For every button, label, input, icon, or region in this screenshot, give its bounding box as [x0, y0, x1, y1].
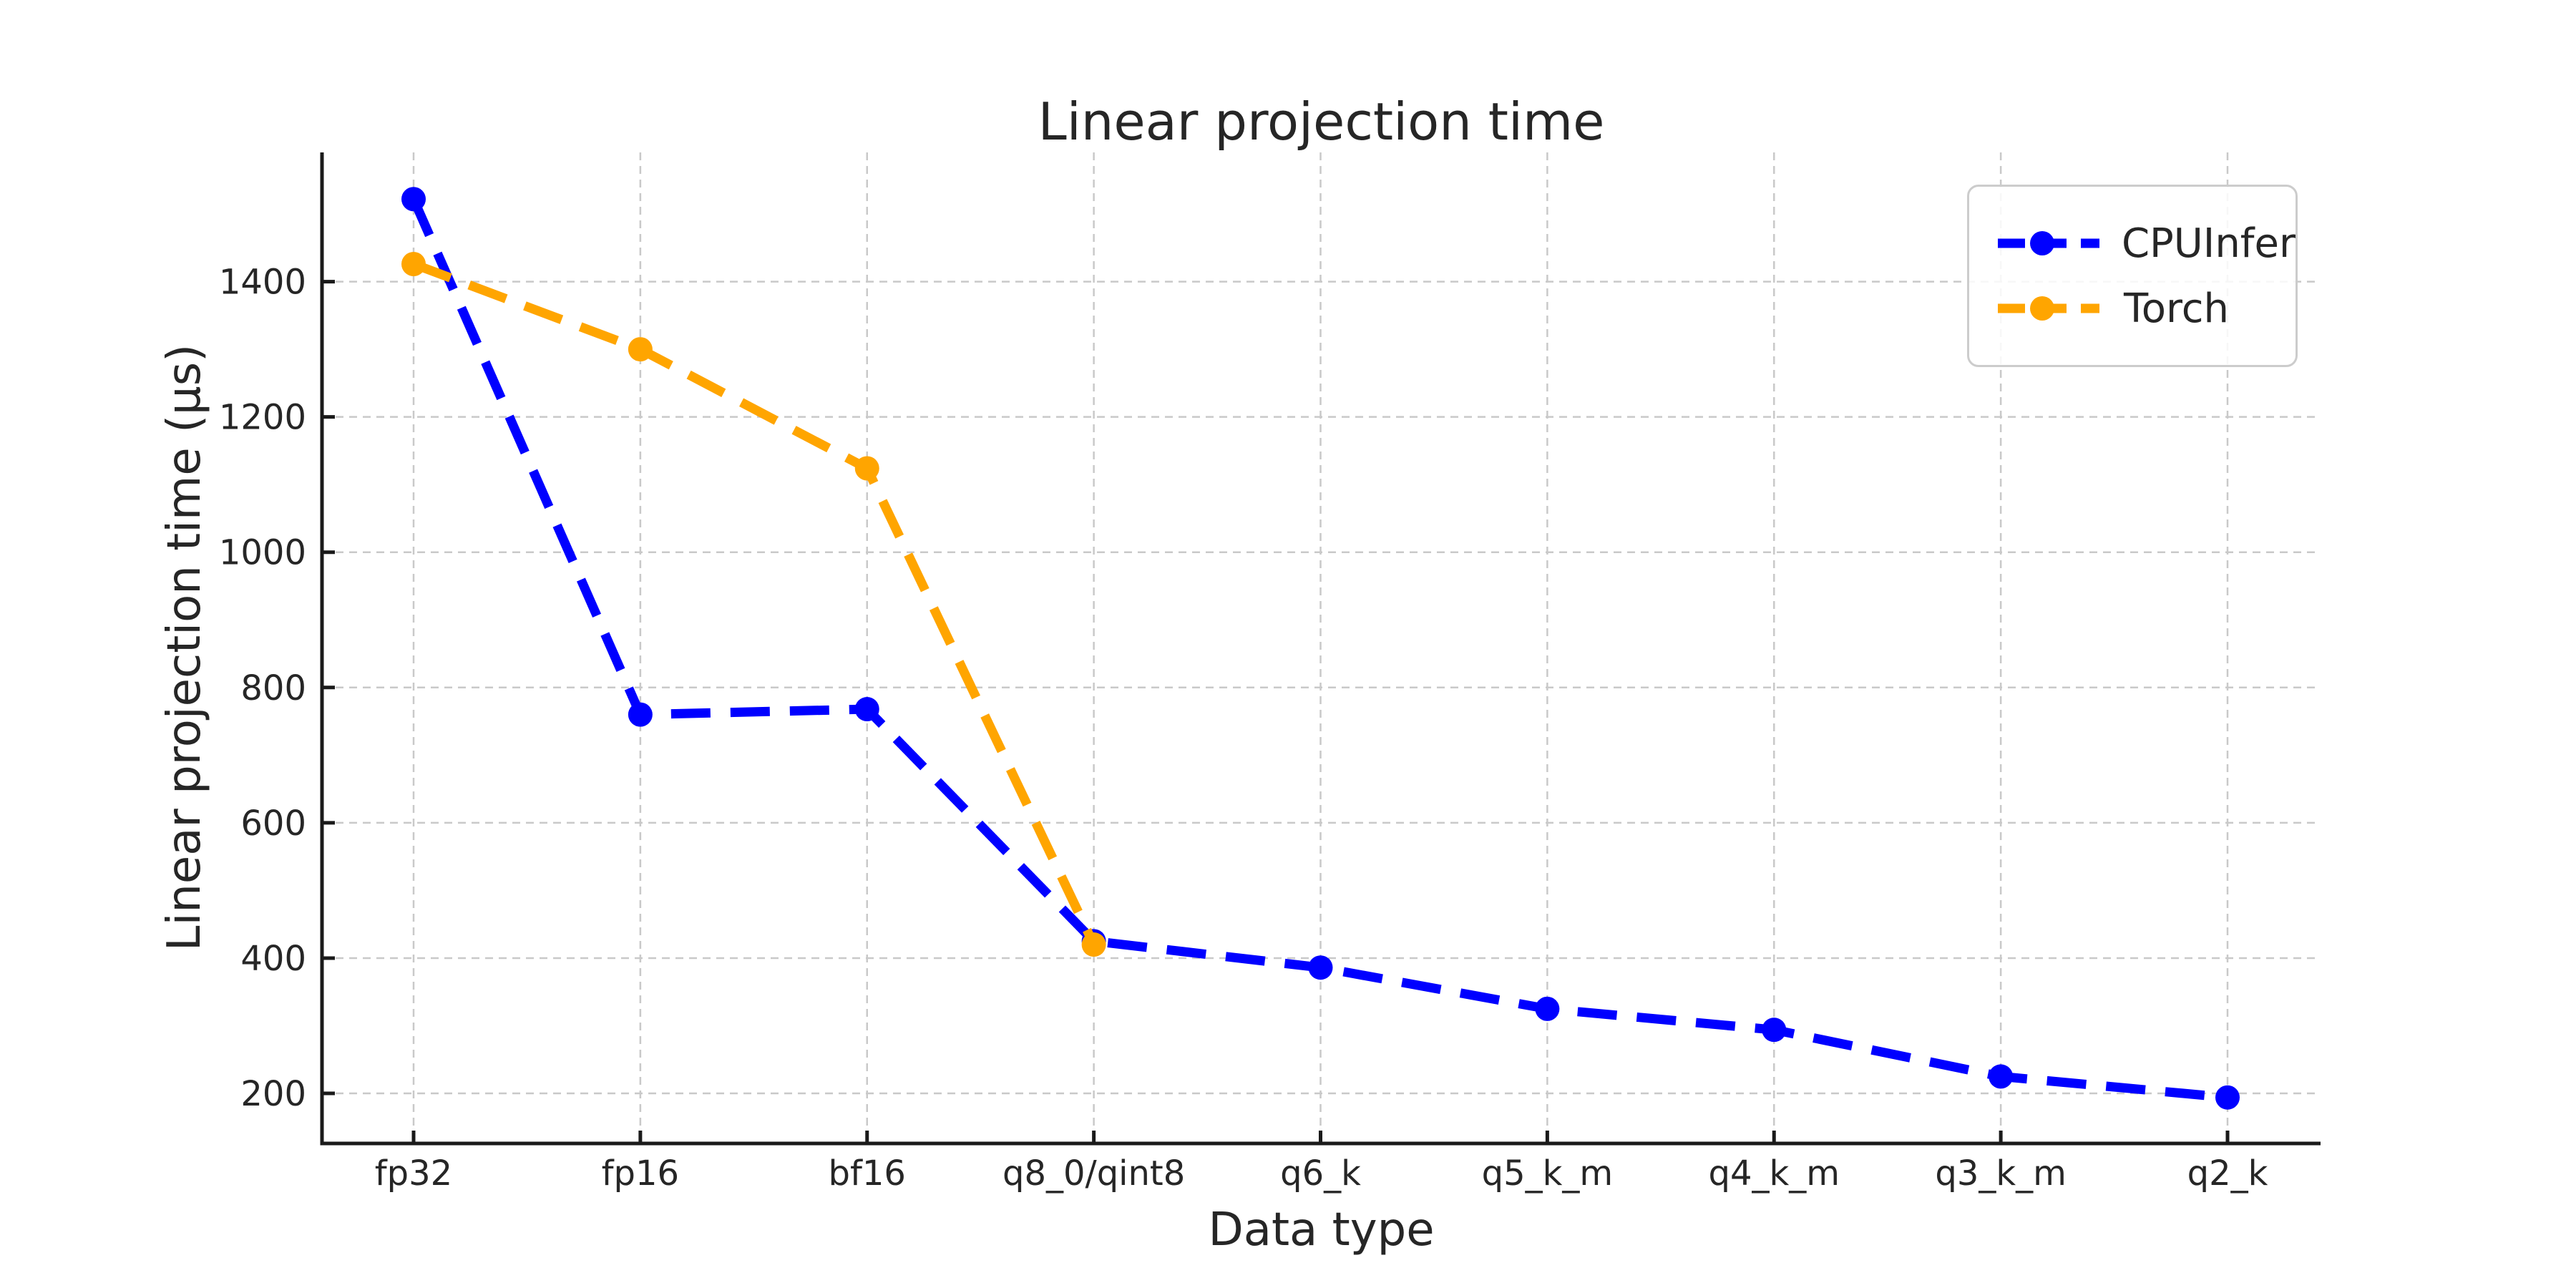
legend-label: CPUInfer	[2121, 220, 2296, 267]
x-tick-label: q4_k_m	[1708, 1153, 1840, 1194]
x-tick-label: fp16	[602, 1153, 679, 1194]
x-tick-label: q3_k_m	[1935, 1153, 2067, 1194]
x-axis-label: Data type	[1208, 1204, 1435, 1257]
data-point-torch	[1081, 932, 1106, 957]
data-point-cpuinfer	[1762, 1018, 1787, 1043]
legend-marker	[2030, 296, 2054, 321]
data-point-cpuinfer	[2215, 1085, 2240, 1110]
x-tick-label: q6_k	[1280, 1153, 1361, 1194]
y-tick-label: 400	[240, 939, 306, 979]
x-tick-label: fp32	[375, 1153, 452, 1194]
data-point-cpuinfer	[854, 697, 879, 722]
legend-item-cpuinfer: CPUInfer	[1995, 220, 2296, 267]
data-point-cpuinfer	[401, 187, 426, 212]
legend-marker	[2030, 231, 2054, 255]
data-point-cpuinfer	[628, 702, 653, 727]
data-point-torch	[401, 251, 426, 276]
legend-item-torch: Torch	[1995, 286, 2296, 332]
y-tick-label: 1200	[219, 398, 306, 438]
x-tick-label: q2_k	[2187, 1153, 2268, 1194]
data-point-cpuinfer	[1535, 996, 1560, 1021]
y-tick-label: 600	[240, 804, 306, 844]
y-tick-label: 1000	[219, 533, 306, 573]
legend-label: Torch	[2124, 285, 2230, 332]
x-tick-label: q8_0/qint8	[1002, 1153, 1185, 1194]
data-point-cpuinfer	[1989, 1064, 2014, 1089]
data-point-cpuinfer	[1308, 955, 1333, 980]
legend-line-sample	[1998, 231, 2099, 255]
y-tick-label: 800	[240, 668, 306, 708]
y-tick-label: 200	[240, 1074, 306, 1114]
legend-line-sample	[1998, 296, 2099, 321]
data-point-torch	[628, 337, 653, 362]
legend: CPUInfer Torch	[1967, 185, 2298, 367]
series-line-torch	[411, 259, 1098, 947]
x-tick-label: bf16	[829, 1153, 906, 1194]
y-tick-label: 1400	[219, 263, 306, 303]
data-point-torch	[854, 456, 879, 481]
x-tick-label: q5_k_m	[1482, 1153, 1614, 1194]
chart-title: Linear projection time	[1038, 92, 1605, 152]
